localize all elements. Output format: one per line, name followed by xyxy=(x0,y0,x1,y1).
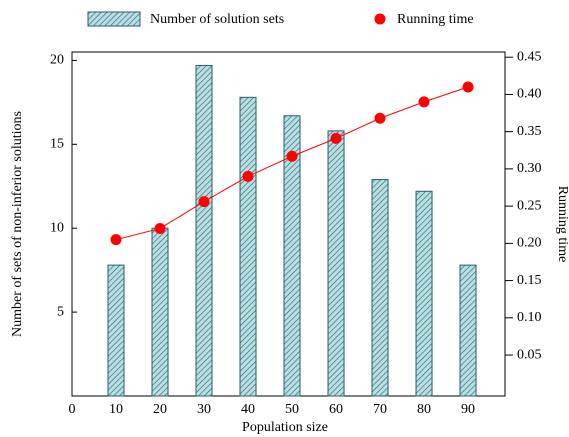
bar xyxy=(151,227,169,397)
bar xyxy=(107,264,125,397)
x-tick-label: 50 xyxy=(285,402,299,417)
x-tick-label: 0 xyxy=(69,402,76,417)
point xyxy=(462,81,474,93)
y2-tick-label: 0.35 xyxy=(517,124,542,139)
y-axis-label: Number of sets of non-inferior solutions xyxy=(10,111,25,337)
y-tick-label: 20 xyxy=(50,53,64,68)
y2-tick-label: 0.25 xyxy=(517,198,542,213)
bar xyxy=(239,96,257,397)
bar xyxy=(195,64,213,397)
legend-swatch xyxy=(87,11,141,27)
y2-tick-label: 0.15 xyxy=(517,273,542,288)
y2-tick-label: 0.05 xyxy=(517,347,542,362)
x-tick-label: 80 xyxy=(417,402,431,417)
x-tick-label: 10 xyxy=(109,402,123,417)
bar xyxy=(415,190,433,397)
point xyxy=(374,112,386,124)
y2-tick-label: 0.30 xyxy=(517,161,542,176)
point xyxy=(242,170,254,182)
x-tick-label: 60 xyxy=(329,402,343,417)
bar xyxy=(283,115,301,397)
bar xyxy=(371,179,389,397)
y-tick-label: 15 xyxy=(50,137,64,152)
point xyxy=(154,222,166,234)
point xyxy=(110,234,122,246)
point xyxy=(418,96,430,108)
legend-swatch xyxy=(374,13,386,25)
bar xyxy=(327,130,345,397)
x-tick-label: 90 xyxy=(461,402,475,417)
y2-axis-label: Running time xyxy=(555,186,569,263)
y2-tick-label: 0.45 xyxy=(517,49,542,64)
x-tick-label: 30 xyxy=(197,402,211,417)
x-tick-label: 70 xyxy=(373,402,387,417)
point xyxy=(198,196,210,208)
y-tick-label: 10 xyxy=(50,220,64,235)
x-tick-label: 40 xyxy=(241,402,255,417)
point xyxy=(330,132,342,144)
y2-tick-label: 0.10 xyxy=(517,310,542,325)
x-tick-label: 20 xyxy=(153,402,167,417)
legend-label: Number of solution sets xyxy=(150,12,284,27)
point xyxy=(286,150,298,162)
y-tick-label: 5 xyxy=(57,304,64,319)
y2-tick-label: 0.20 xyxy=(517,236,542,251)
x-axis-label: Population size xyxy=(242,420,328,435)
legend-label: Running time xyxy=(397,12,474,27)
bar xyxy=(459,264,477,397)
y2-tick-label: 0.40 xyxy=(517,87,542,102)
